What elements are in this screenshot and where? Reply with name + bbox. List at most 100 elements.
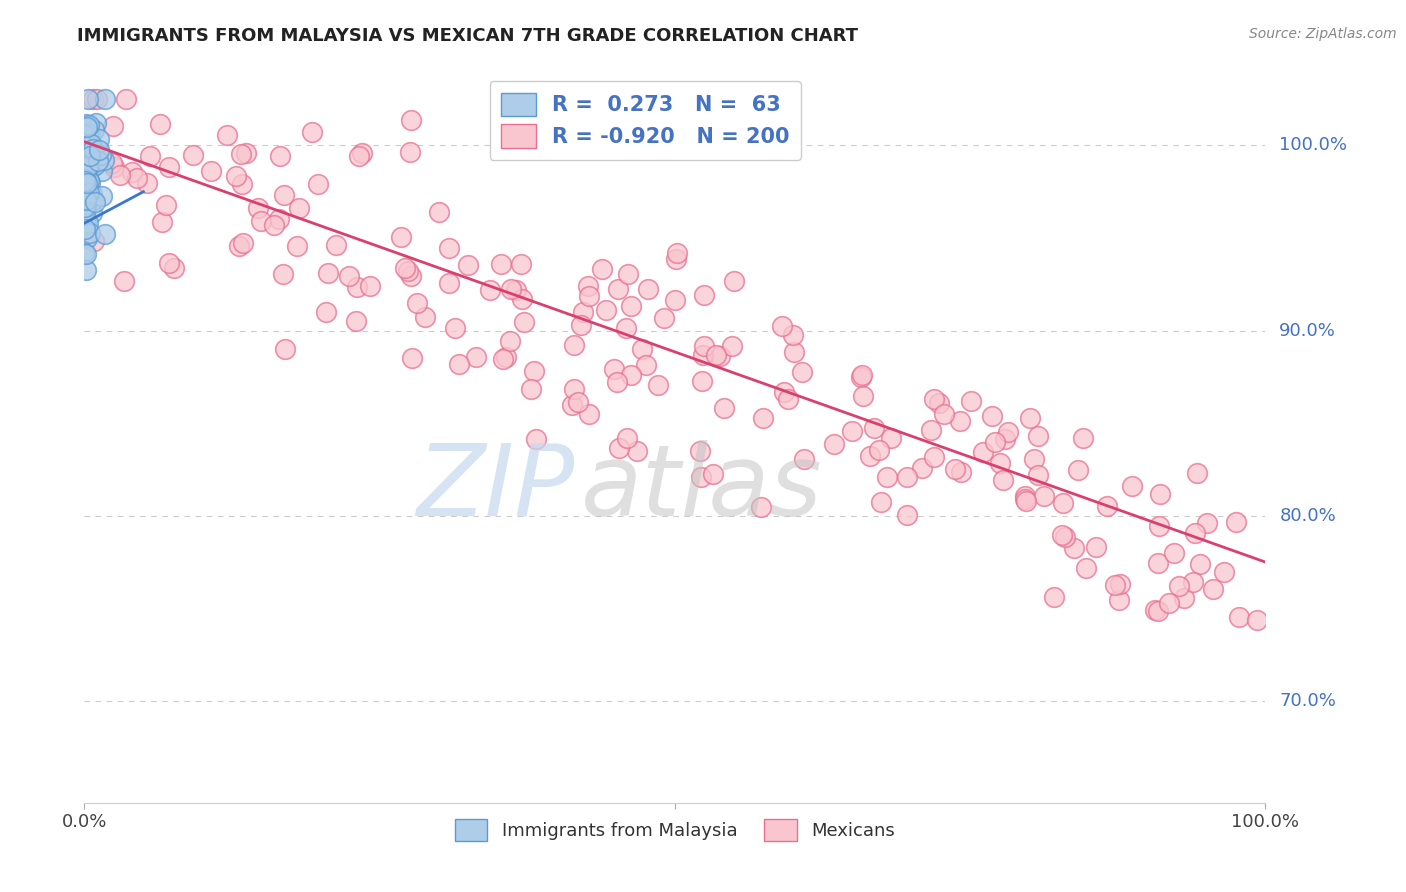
Point — [776, 392, 799, 406]
Point — [1071, 431, 1094, 445]
Point — [79, 130, 101, 145]
Point — [647, 377, 669, 392]
Point — [576, 278, 599, 293]
Point — [495, 350, 517, 364]
Point — [91, 163, 114, 178]
Point — [127, 170, 149, 185]
Point — [1108, 593, 1130, 607]
Point — [1014, 494, 1036, 508]
Point — [1097, 499, 1119, 513]
Point — [77, 186, 100, 200]
Point — [896, 508, 918, 523]
Point — [75, 180, 97, 194]
Point — [501, 282, 523, 296]
Point — [82, 193, 104, 207]
Point — [115, 92, 138, 106]
Point — [235, 146, 257, 161]
Point — [626, 444, 648, 458]
Point — [437, 241, 460, 255]
Point — [1159, 596, 1181, 610]
Point — [567, 395, 589, 409]
Point — [793, 452, 815, 467]
Point — [723, 274, 745, 288]
Point — [513, 315, 536, 329]
Point — [82, 206, 104, 220]
Point — [713, 401, 735, 415]
Point — [606, 375, 628, 389]
Point — [984, 435, 1007, 450]
Point — [79, 176, 101, 190]
Point — [1063, 541, 1085, 555]
Point — [394, 260, 416, 275]
Point — [614, 320, 637, 334]
Point — [1121, 479, 1143, 493]
Legend: Immigrants from Malaysia, Mexicans: Immigrants from Malaysia, Mexicans — [447, 812, 903, 848]
Point — [1225, 515, 1247, 529]
Point — [399, 145, 422, 159]
Point — [1108, 576, 1130, 591]
Point — [75, 196, 97, 211]
Point — [75, 193, 97, 207]
Point — [1014, 489, 1036, 503]
Text: 100.0%: 100.0% — [1279, 136, 1347, 154]
Point — [752, 410, 775, 425]
Point — [75, 149, 97, 163]
Point — [949, 414, 972, 428]
Point — [84, 116, 107, 130]
Point — [664, 293, 686, 308]
Point — [77, 159, 100, 173]
Point — [76, 230, 98, 244]
Point — [457, 258, 479, 272]
Point — [510, 292, 533, 306]
Point — [981, 409, 1004, 424]
Point — [337, 269, 360, 284]
Point — [307, 177, 329, 191]
Point — [1189, 558, 1212, 572]
Point — [1043, 590, 1066, 604]
Point — [136, 176, 159, 190]
Point — [1195, 516, 1218, 530]
Point — [1147, 604, 1170, 618]
Point — [859, 449, 882, 463]
Point — [77, 118, 100, 132]
Point — [637, 282, 659, 296]
Point — [1143, 603, 1166, 617]
Point — [616, 431, 638, 445]
Point — [709, 349, 731, 363]
Point — [121, 165, 143, 179]
Point — [704, 348, 727, 362]
Point — [595, 302, 617, 317]
Point — [492, 352, 515, 367]
Point — [868, 443, 890, 458]
Point — [943, 461, 966, 475]
Point — [823, 437, 845, 451]
Point — [73, 245, 96, 260]
Point — [75, 161, 97, 175]
Point — [1147, 519, 1170, 533]
Point — [100, 156, 122, 170]
Point — [523, 364, 546, 378]
Point — [73, 200, 96, 214]
Point — [148, 117, 170, 131]
Point — [1229, 610, 1251, 624]
Point — [287, 239, 309, 253]
Point — [80, 136, 103, 151]
Point — [928, 396, 950, 410]
Point — [79, 226, 101, 240]
Point — [602, 362, 624, 376]
Point — [1028, 467, 1050, 482]
Point — [665, 252, 688, 267]
Point — [79, 127, 101, 141]
Point — [852, 389, 875, 403]
Point — [444, 320, 467, 334]
Point — [229, 146, 252, 161]
Point — [437, 277, 460, 291]
Point — [851, 368, 873, 383]
Point — [413, 310, 436, 325]
Point — [225, 169, 247, 183]
Point — [896, 470, 918, 484]
Point — [427, 205, 450, 219]
Point — [520, 382, 543, 396]
Point — [150, 215, 173, 229]
Point — [73, 174, 96, 188]
